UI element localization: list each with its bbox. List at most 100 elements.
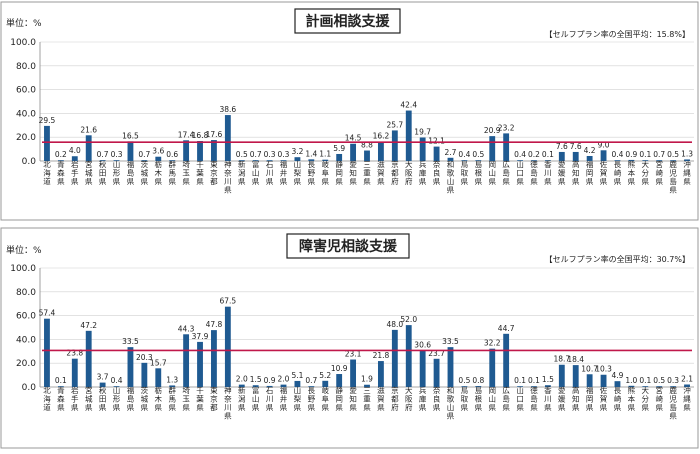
data-label: 0.9 (625, 150, 637, 159)
bar (183, 140, 190, 161)
data-label: 3.2 (291, 147, 303, 156)
data-label: 1.3 (166, 375, 178, 384)
x-tick-label: 静岡県 (335, 159, 343, 186)
bar (266, 160, 273, 161)
panel-frame (0, 1, 699, 221)
bar (44, 318, 50, 387)
data-label: 0.1 (514, 376, 526, 385)
data-label: 1.5 (542, 375, 554, 384)
bar (364, 150, 370, 161)
data-label: 0.4 (611, 150, 623, 159)
x-tick-label: 岡山県 (488, 386, 496, 412)
data-label: 15.7 (150, 358, 167, 367)
data-label: 16.5 (122, 131, 139, 140)
x-tick-label: 愛知県 (349, 385, 357, 412)
x-tick-label: 千葉県 (196, 159, 204, 186)
data-label: 0.1 (542, 150, 554, 159)
data-label: 5.1 (291, 371, 303, 380)
data-label: 16.8 (192, 131, 209, 140)
x-tick-label: 群馬県 (168, 385, 176, 412)
bar (405, 325, 412, 387)
bar (336, 153, 343, 161)
data-label: 67.5 (219, 297, 236, 306)
data-label: 2.0 (278, 375, 290, 384)
x-tick-label: 岐阜県 (322, 159, 330, 186)
data-label: 25.7 (386, 120, 403, 129)
bar (656, 386, 663, 387)
x-tick-label: 鹿児島県 (669, 385, 677, 421)
x-tick-label: 栃木県 (155, 385, 163, 412)
bar (224, 115, 231, 161)
bar (280, 384, 287, 387)
data-label: 2.0 (236, 375, 248, 384)
data-label: 0.9 (264, 376, 276, 385)
data-label: 5.9 (333, 144, 345, 153)
bar (475, 160, 482, 161)
bar (141, 160, 148, 161)
x-tick-label: 島根県 (475, 159, 483, 186)
x-tick-label: 京都府 (391, 159, 399, 186)
bar (127, 141, 134, 161)
data-label: 47.8 (206, 320, 223, 329)
data-label: 1.5 (250, 375, 262, 384)
x-tick-label: 鳥取県 (461, 385, 469, 412)
data-label: 1.3 (681, 149, 693, 158)
x-tick-label: 宮崎県 (655, 385, 663, 412)
x-tick-label: 埼玉県 (182, 385, 190, 412)
data-label: 0.6 (166, 150, 178, 159)
bar (99, 160, 106, 161)
bar (238, 160, 245, 161)
bar (544, 385, 551, 387)
x-tick-label: 北海道 (43, 386, 51, 412)
x-tick-label: 滋賀県 (377, 159, 385, 186)
x-tick-label: 山梨県 (294, 385, 302, 412)
data-label: 3.7 (97, 373, 109, 382)
data-label: 4.0 (69, 146, 81, 155)
bar (433, 358, 440, 387)
bar (113, 160, 120, 161)
x-tick-label: 山形県 (113, 385, 121, 412)
data-label: 0.1 (528, 376, 540, 385)
x-tick-label: 熊本県 (628, 385, 636, 412)
data-label: 5.2 (319, 371, 331, 380)
data-label: 1.1 (319, 150, 331, 159)
data-label: 23.2 (498, 123, 515, 132)
bar (684, 159, 690, 161)
chart-title: 障害児相談支援 (299, 238, 398, 255)
x-tick-label: 広島県 (502, 159, 510, 186)
x-tick-label: 奈良県 (433, 159, 441, 186)
x-tick-label: 山形県 (113, 159, 121, 186)
bar (183, 334, 190, 387)
x-tick-label: 福岡県 (586, 386, 594, 412)
x-tick-label: 愛媛県 (558, 385, 566, 412)
data-label: 16.2 (373, 132, 390, 141)
bar (489, 136, 496, 161)
bar (461, 386, 468, 387)
data-label: 52.0 (400, 315, 417, 324)
x-tick-label: 佐賀県 (600, 159, 608, 186)
bar (419, 137, 426, 161)
bar (684, 384, 690, 387)
data-label: 42.4 (400, 101, 417, 110)
x-tick-label: 奈良県 (433, 385, 441, 412)
x-tick-label: 兵庫県 (419, 159, 427, 186)
data-label: 33.5 (442, 337, 459, 346)
x-tick-label: 茨城県 (141, 385, 149, 412)
unit-label: 単位：% (6, 17, 42, 29)
bar (57, 160, 64, 161)
data-label: 20.3 (136, 353, 153, 362)
bar (670, 160, 677, 161)
x-tick-label: 兵庫県 (419, 385, 427, 412)
x-tick-label: 和歌山県 (447, 386, 455, 421)
x-tick-label: 三重県 (363, 386, 371, 412)
data-label: 0.7 (97, 150, 109, 159)
bar (252, 385, 259, 387)
bar (308, 159, 315, 161)
chart-panel-shogaiji: 障害児相談支援 【セルフプラン率の全国平均：30.7%】 単位：% 0.0 20.… (0, 227, 699, 449)
bar (614, 160, 621, 161)
data-label: 7.6 (556, 142, 568, 151)
x-tick-label: 山口県 (516, 385, 524, 412)
x-tick-label: 岩手県 (71, 159, 79, 186)
x-tick-label: 神奈川県 (224, 385, 232, 421)
unit-label: 単位：% (6, 244, 42, 256)
